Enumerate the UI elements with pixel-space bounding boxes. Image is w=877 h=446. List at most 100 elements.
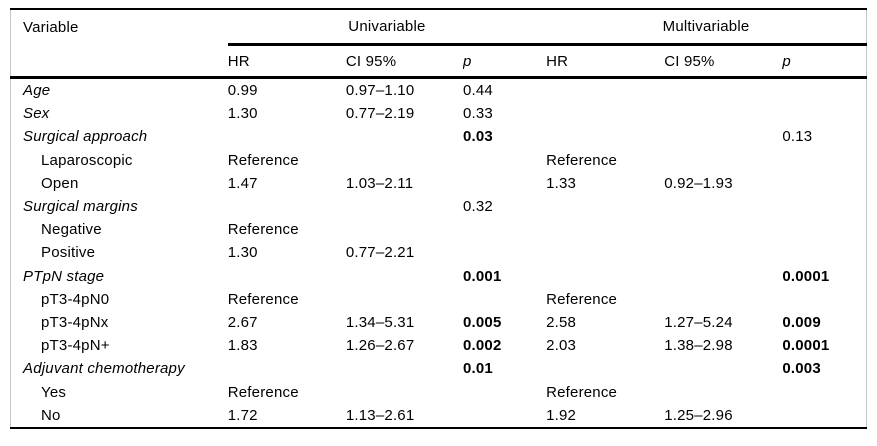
table-row: Positive 1.30 0.77–2.21 (11, 241, 867, 264)
p-univariable-cell: 0.001 (462, 267, 502, 285)
hr-univariable-cell (228, 357, 346, 380)
hr-univariable-cell: 1.83 (227, 337, 258, 355)
hr-multivariable-cell: 2.58 (546, 313, 577, 331)
p-multivariable-cell (782, 78, 866, 103)
p-multivariable-cell (782, 288, 866, 311)
p-univariable-cell: 0.01 (462, 360, 493, 378)
hr-multivariable-cell (546, 218, 664, 241)
hr-multivariable-cell: Reference (546, 290, 618, 308)
table-row: Surgical approach 0.03 0.13 (11, 125, 867, 148)
p-univariable-cell (463, 288, 546, 311)
table-row: Adjuvant chemotherapy 0.01 0.003 (11, 357, 867, 380)
ci-univariable-header: CI 95% (345, 44, 463, 79)
variable-cell: Surgical approach (23, 128, 148, 146)
p-multivariable-cell: 0.009 (782, 313, 821, 331)
subheader-row: HR CI 95% p HR CI 95% p (10, 44, 867, 79)
ci-multivariable-cell: 1.25–2.96 (664, 406, 733, 424)
table-row: No 1.72 1.13–2.61 1.92 1.25–2.96 (11, 404, 867, 428)
table-row: pT3-4pNx 2.67 1.34–5.31 0.005 2.58 1.27–5.24 0… (11, 311, 867, 334)
hr-multivariable-cell (546, 241, 664, 264)
hr-univariable-header: HR (227, 44, 346, 79)
regression-table: Variable Univariable Multivariable HR CI… (10, 8, 867, 429)
p-multivariable-cell (782, 218, 866, 241)
p-multivariable-header: p (782, 44, 867, 79)
ci-multivariable-cell (664, 380, 782, 403)
hr-multivariable-cell (546, 265, 664, 288)
variable-cell: Age (23, 82, 51, 100)
p-univariable-cell: 0.32 (462, 198, 493, 216)
table-row: Surgical margins 0.32 (11, 195, 867, 218)
p-multivariable-cell (782, 149, 866, 172)
table-row: Age 0.99 0.97–1.10 0.44 (11, 78, 867, 103)
p-univariable-cell (463, 380, 546, 403)
variable-cell: pT3-4pN0 (41, 290, 110, 308)
ci-univariable-cell: 1.34–5.31 (345, 313, 415, 331)
hr-univariable-cell: Reference (227, 151, 299, 169)
ci-multivariable-cell (664, 265, 782, 288)
hr-univariable-cell: 1.30 (227, 244, 258, 262)
p-multivariable-cell (782, 172, 866, 195)
variable-cell: Open (41, 174, 79, 192)
ci-univariable-cell: 1.13–2.61 (345, 406, 415, 424)
variable-cell: No (41, 406, 61, 424)
variable-cell: pT3-4pN+ (41, 337, 110, 355)
ci-multivariable-cell (664, 357, 782, 380)
table-row: Sex 1.30 0.77–2.19 0.33 (11, 102, 867, 125)
variable-cell: Adjuvant chemotherapy (23, 360, 185, 378)
variable-cell: Yes (41, 383, 67, 401)
ci-univariable-cell: 1.26–2.67 (345, 337, 415, 355)
ci-multivariable-cell (664, 241, 782, 264)
hr-univariable-cell (228, 265, 346, 288)
hr-univariable-cell (228, 195, 346, 218)
p-univariable-cell (463, 241, 546, 264)
p-univariable-cell (463, 172, 546, 195)
ci-multivariable-cell: 1.27–5.24 (664, 313, 733, 331)
p-multivariable-cell: 0.0001 (782, 267, 830, 285)
table-body: Age 0.99 0.97–1.10 0.44 Sex 1.30 0.77–2.19 0.33… (11, 78, 867, 428)
table-row: Negative Reference (11, 218, 867, 241)
ci-multivariable-cell (664, 149, 782, 172)
ci-univariable-cell: 0.77–2.19 (345, 105, 415, 123)
hr-multivariable-cell (546, 357, 664, 380)
ci-univariable-cell: 0.97–1.10 (345, 82, 415, 100)
ci-univariable-cell (346, 357, 463, 380)
hr-multivariable-cell: 1.33 (546, 174, 577, 192)
hr-univariable-cell (228, 125, 346, 148)
ci-multivariable-header: CI 95% (664, 44, 783, 79)
p-multivariable-cell: 0.003 (782, 360, 821, 378)
table-row: Yes Reference Reference (11, 380, 867, 403)
table-row: Open 1.47 1.03–2.11 1.33 0.92–1.93 (11, 172, 867, 195)
hr-multivariable-cell: 2.03 (546, 337, 577, 355)
table-row: Laparoscopic Reference Reference (11, 149, 867, 172)
ci-univariable-cell (346, 288, 463, 311)
hr-univariable-cell: 1.72 (227, 406, 258, 424)
ci-univariable-cell (346, 218, 463, 241)
univariable-spanner: Univariable (227, 9, 547, 46)
hr-univariable-cell: 1.47 (227, 174, 258, 192)
ci-multivariable-cell: 1.38–2.98 (664, 337, 733, 355)
hr-univariable-cell: 1.30 (227, 105, 258, 123)
hr-multivariable-cell (546, 102, 664, 125)
hr-multivariable-cell (546, 195, 664, 218)
p-multivariable-cell (782, 404, 866, 428)
table-row: PTpN stage 0.001 0.0001 (11, 265, 867, 288)
ci-multivariable-cell (664, 195, 782, 218)
table-row: pT3-4pN+ 1.83 1.26–2.67 0.002 2.03 1.38–2.98 0… (11, 334, 867, 357)
hr-univariable-cell: Reference (227, 290, 299, 308)
ci-univariable-cell (346, 149, 463, 172)
p-multivariable-cell: 0.0001 (782, 337, 830, 355)
p-multivariable-cell (782, 241, 866, 264)
hr-multivariable-cell (546, 125, 664, 148)
p-multivariable-cell: 0.13 (782, 128, 813, 146)
ci-univariable-cell (346, 380, 463, 403)
hr-univariable-cell: Reference (227, 383, 299, 401)
hr-multivariable-cell: Reference (546, 383, 618, 401)
variable-cell: Surgical margins (23, 198, 138, 216)
empty-header-cell (10, 44, 228, 79)
ci-multivariable-cell (664, 78, 782, 103)
variable-cell: PTpN stage (23, 267, 105, 285)
p-univariable-cell: 0.33 (462, 105, 493, 123)
variable-column-header: Variable (23, 18, 79, 36)
p-univariable-cell (463, 404, 546, 428)
